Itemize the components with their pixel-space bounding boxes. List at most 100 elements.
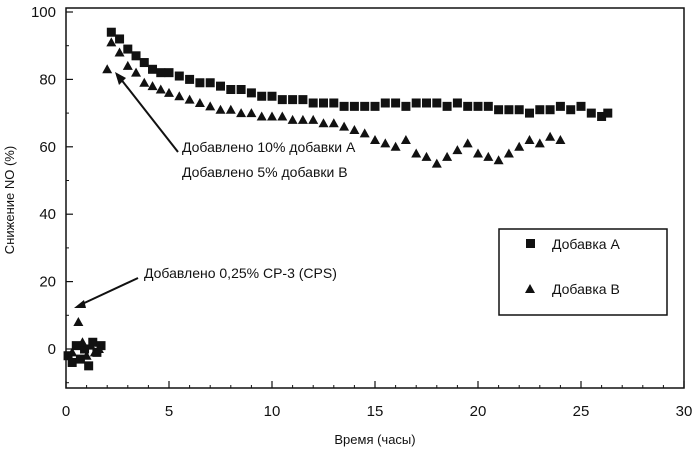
series-b-point bbox=[114, 47, 125, 57]
series-a-point bbox=[216, 81, 225, 91]
x-tick-label: 30 bbox=[676, 403, 693, 420]
annotation-line-3: Добавлено 0,25% СР-3 (CPS) bbox=[144, 265, 337, 281]
series-b-point bbox=[73, 317, 84, 327]
annotation-arrow-2 bbox=[79, 277, 139, 306]
series-b-point bbox=[236, 108, 247, 118]
y-tick-label: 100 bbox=[31, 4, 56, 21]
series-b-point bbox=[85, 340, 96, 350]
series-a-point bbox=[452, 98, 462, 108]
series-b-point bbox=[493, 155, 504, 165]
series-a-point bbox=[185, 74, 195, 84]
series-a-point bbox=[586, 108, 596, 118]
legend-label-a: Добавка А bbox=[552, 236, 620, 252]
series-a-point bbox=[380, 98, 390, 108]
series-b-point bbox=[359, 128, 370, 138]
legend-marker-a bbox=[526, 239, 535, 248]
series-a-point bbox=[123, 44, 133, 54]
x-tick-label: 10 bbox=[264, 403, 281, 420]
series-b-point bbox=[147, 81, 158, 91]
annotation-line-1: Добавлено 10% добавки А bbox=[182, 139, 356, 155]
series-a-point bbox=[106, 27, 116, 37]
series-a-point bbox=[545, 105, 555, 115]
series-b-point bbox=[102, 64, 113, 74]
series-a-point bbox=[422, 98, 431, 108]
x-tick-label: 20 bbox=[470, 403, 487, 420]
legend-marker-b bbox=[525, 284, 535, 293]
series-a-point bbox=[88, 337, 98, 347]
series-b-point bbox=[174, 91, 185, 101]
series-a-point bbox=[603, 108, 613, 118]
series-b-point bbox=[503, 148, 514, 158]
series-a-point bbox=[277, 95, 287, 105]
series-b-point bbox=[139, 77, 150, 87]
series-b-point bbox=[81, 350, 92, 360]
series-a-point bbox=[267, 91, 277, 101]
series-a-point bbox=[483, 101, 493, 111]
series-b-point bbox=[267, 111, 277, 121]
series-b-point bbox=[339, 121, 350, 131]
series-b-point bbox=[483, 151, 494, 161]
annotation-additives: Добавлено 10% добавки А Добавлено 5% доб… bbox=[115, 72, 356, 180]
series-b-point bbox=[462, 138, 473, 148]
y-tick-label: 0 bbox=[48, 341, 56, 358]
series-b-point bbox=[318, 118, 329, 128]
series-b-markers bbox=[67, 37, 566, 360]
series-b-point bbox=[411, 148, 422, 158]
series-b-point bbox=[246, 108, 257, 118]
series-b-point bbox=[297, 114, 308, 124]
axis-tick-labels: 0 5 10 15 20 25 30 0 20 40 60 80 100 bbox=[31, 4, 692, 420]
x-axis-title: Время (часы) bbox=[334, 432, 415, 447]
series-a-point bbox=[80, 344, 90, 354]
series-b-point bbox=[131, 67, 142, 77]
y-axis-title: Снижение NO (%) bbox=[2, 146, 17, 254]
series-a-point bbox=[442, 101, 452, 111]
series-b-point bbox=[370, 135, 380, 145]
series-a-point bbox=[236, 85, 246, 95]
legend-label-b: Добавка В bbox=[552, 281, 620, 297]
y-tick-label: 20 bbox=[39, 274, 56, 291]
x-tick-label: 25 bbox=[573, 403, 590, 420]
series-a-point bbox=[148, 64, 158, 74]
series-a-point bbox=[156, 68, 166, 78]
series-a-point bbox=[391, 98, 401, 108]
series-a-point bbox=[115, 34, 125, 44]
series-a-point bbox=[401, 101, 411, 111]
series-a-point bbox=[164, 68, 174, 78]
annotation-line-2: Добавлено 5% добавки В bbox=[182, 164, 348, 180]
series-a-point bbox=[432, 98, 442, 108]
series-b-point bbox=[390, 141, 401, 151]
series-a-point bbox=[205, 78, 215, 88]
series-b-point bbox=[155, 84, 166, 94]
series-a-point bbox=[576, 101, 586, 111]
annotation-arrowhead-2 bbox=[74, 300, 86, 308]
series-a-point bbox=[84, 361, 94, 371]
annotation-arrow-1 bbox=[119, 77, 179, 153]
series-a-point bbox=[139, 58, 149, 68]
series-b-point bbox=[287, 114, 298, 124]
series-a-point bbox=[597, 111, 607, 121]
series-a-point bbox=[71, 341, 81, 351]
series-a-point bbox=[96, 341, 106, 351]
series-b-point bbox=[77, 337, 88, 347]
series-a-point bbox=[411, 98, 421, 108]
series-a-point bbox=[504, 105, 514, 115]
series-a-point bbox=[555, 101, 565, 111]
series-b-point bbox=[400, 135, 411, 145]
x-tick-label: 5 bbox=[165, 403, 173, 420]
series-a-point bbox=[514, 105, 524, 115]
series-b-point bbox=[308, 114, 319, 124]
y-tick-label: 80 bbox=[39, 71, 56, 88]
series-a-point bbox=[288, 95, 298, 105]
annotation-cps: Добавлено 0,25% СР-3 (CPS) bbox=[74, 265, 337, 308]
series-b-point bbox=[164, 87, 174, 97]
series-b-point bbox=[205, 101, 216, 111]
series-b-point bbox=[555, 135, 566, 145]
y-tick-label: 60 bbox=[39, 139, 56, 156]
x-tick-label: 15 bbox=[367, 403, 384, 420]
series-a-point bbox=[370, 101, 380, 111]
series-a-point bbox=[360, 101, 370, 111]
series-a-point bbox=[319, 98, 328, 108]
series-a-point bbox=[257, 91, 267, 101]
series-b-point bbox=[215, 104, 226, 114]
